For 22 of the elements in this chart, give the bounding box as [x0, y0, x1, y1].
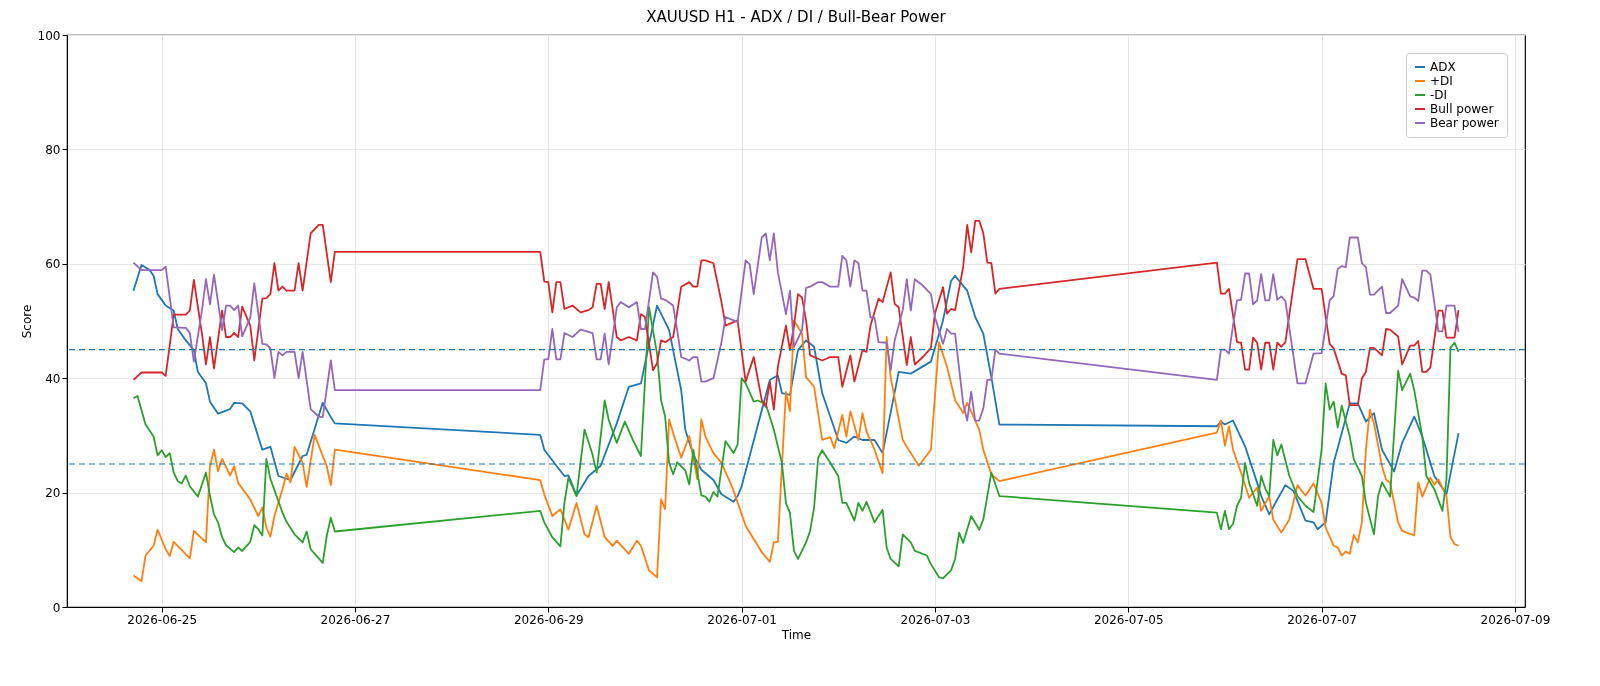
- legend-label: Bull power: [1430, 102, 1494, 116]
- y-tick-label: 100: [37, 28, 61, 43]
- x-tick-label: 2026-06-29: [513, 612, 584, 627]
- y-tick-label: 40: [45, 371, 61, 386]
- legend-label: Bear power: [1430, 116, 1499, 130]
- chart-title: XAUUSD H1 - ADX / DI / Bull-Bear Power: [646, 8, 947, 26]
- legend-label: ADX: [1430, 60, 1456, 74]
- x-tick-label: 2026-07-09: [1480, 612, 1551, 627]
- legend-label: +DI: [1430, 74, 1453, 88]
- y-tick-label: 0: [52, 600, 61, 615]
- x-tick-label: 2026-07-07: [1287, 612, 1357, 627]
- y-axis-title: Score: [19, 304, 34, 339]
- x-tick-label: 2026-06-25: [127, 612, 198, 627]
- y-tick-label: 60: [45, 257, 61, 272]
- x-tick-label: 2026-07-05: [1093, 612, 1164, 627]
- y-tick-label: 80: [45, 142, 61, 157]
- x-tick-label: 2026-07-03: [900, 612, 971, 627]
- x-axis-title: Time: [780, 627, 812, 642]
- x-tick-label: 2026-07-01: [707, 612, 777, 627]
- y-tick-label: 20: [45, 486, 61, 501]
- legend-label: -DI: [1430, 88, 1448, 102]
- x-tick-label: 2026-06-27: [320, 612, 391, 627]
